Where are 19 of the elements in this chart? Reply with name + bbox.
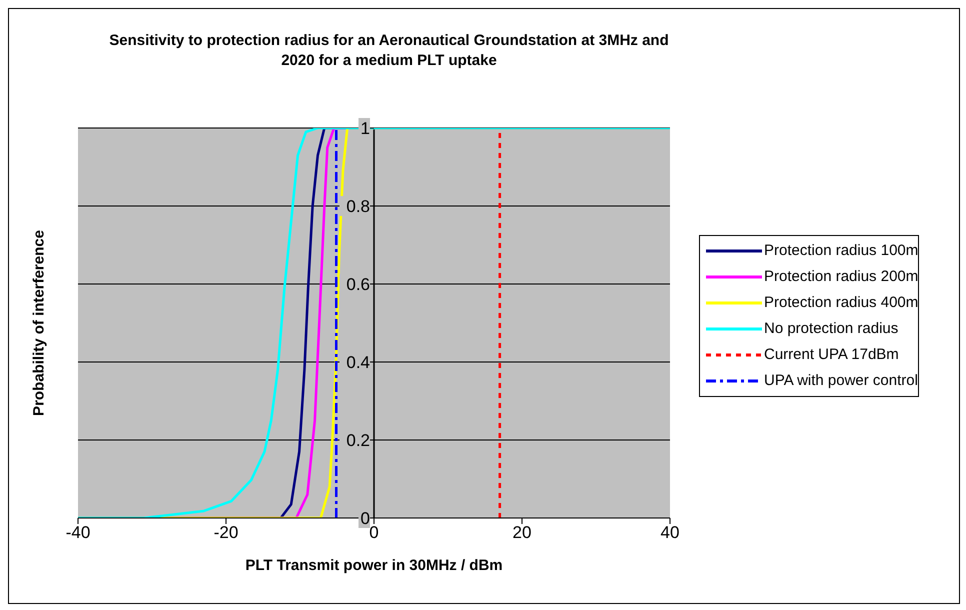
y-tick-label: 1 xyxy=(360,119,370,138)
legend-label: UPA with power control xyxy=(764,371,918,391)
x-tick-label: -20 xyxy=(214,523,238,542)
legend-label: Protection radius 100m xyxy=(764,241,918,261)
y-tick-label: 0 xyxy=(360,509,370,528)
y-tick-label: 0.4 xyxy=(346,353,370,372)
y-tick-label: 0.8 xyxy=(346,197,370,216)
y-tick-label: 0.2 xyxy=(346,431,370,450)
x-tick-label: -40 xyxy=(66,523,90,542)
legend-label: Current UPA 17dBm xyxy=(764,345,899,365)
legend-label: No protection radius xyxy=(764,319,898,339)
x-tick-label: 40 xyxy=(660,523,680,542)
legend-label: Protection radius 400m xyxy=(764,293,918,313)
y-axis-title: Probability of interference xyxy=(30,230,48,416)
legend-label: Protection radius 200m xyxy=(764,267,918,287)
x-axis-title: PLT Transmit power in 30MHz / dBm xyxy=(245,557,503,574)
chart-title: Sensitivity to protection radius for an Aeronautical Groundstation at 3MHz and 2020 for a medium PLT uptake xyxy=(109,31,669,71)
x-tick-label: 20 xyxy=(512,523,532,542)
y-tick-label: 0.6 xyxy=(346,275,370,294)
